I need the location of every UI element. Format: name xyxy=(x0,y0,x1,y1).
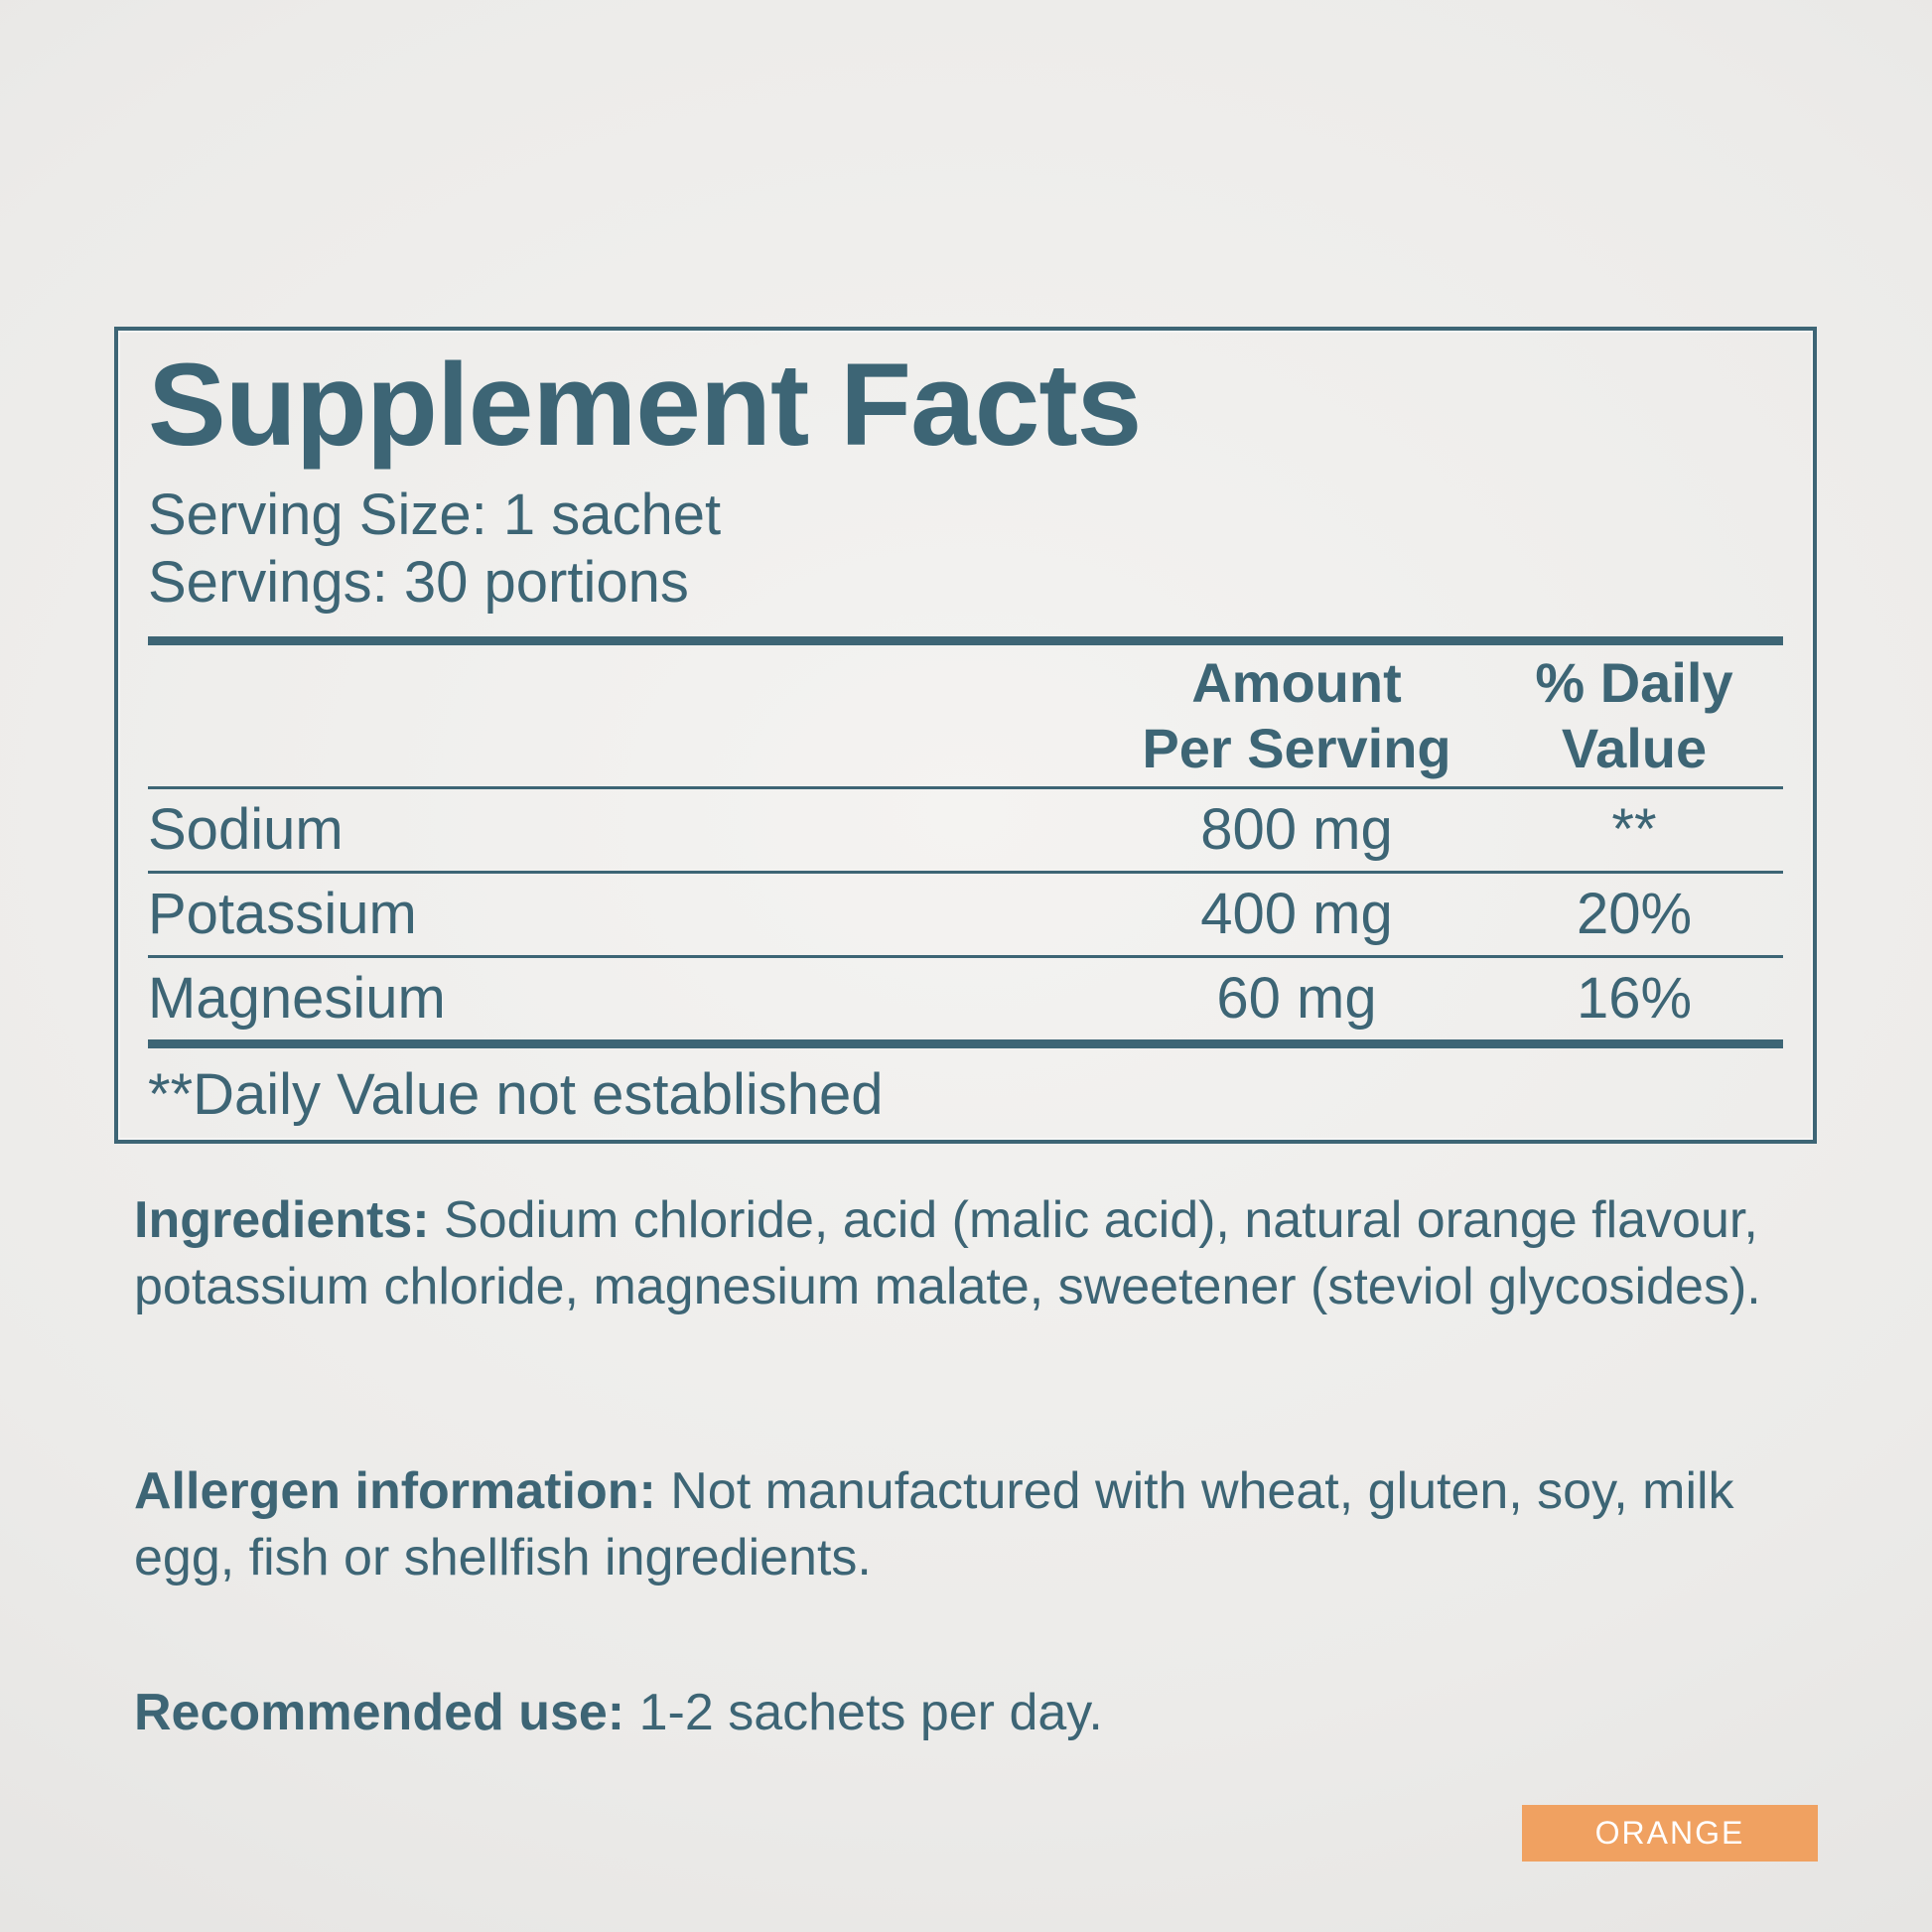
daily-value-footnote: **Daily Value not established xyxy=(148,1061,884,1127)
nutrient-name: Sodium xyxy=(148,797,344,863)
servings-line: Servings: 30 portions xyxy=(148,549,689,615)
ingredients-label: Ingredients: xyxy=(134,1191,430,1249)
ingredients-paragraph: Ingredients: Sodium chloride, acid (mali… xyxy=(134,1187,1762,1320)
divider-thin xyxy=(148,870,1783,874)
panel-title: Supplement Facts xyxy=(148,340,1142,471)
header-amount-line1: Amount xyxy=(1191,650,1402,714)
header-amount-line2: Per Serving xyxy=(1142,716,1451,779)
nutrient-name: Magnesium xyxy=(148,966,446,1032)
allergen-paragraph: Allergen information: Not manufactured w… xyxy=(134,1458,1762,1591)
recommended-use-label: Recommended use: xyxy=(134,1684,625,1741)
nutrient-amount: 800 mg xyxy=(1200,797,1393,863)
recommended-use-paragraph: Recommended use: 1-2 sachets per day. xyxy=(134,1680,1762,1746)
serving-size-line: Serving Size: 1 sachet xyxy=(148,482,722,547)
serving-info: Serving Size: 1 sachet Servings: 30 port… xyxy=(148,482,1783,617)
divider-thick-bottom xyxy=(148,1038,1783,1048)
table-row-potassium: Potassium 400 mg 20% xyxy=(148,874,1783,955)
supplement-facts-panel: Supplement Facts Serving Size: 1 sachet … xyxy=(114,327,1817,1144)
header-daily-value: % Daily Value xyxy=(1485,650,1783,781)
header-dv-line1: % Daily xyxy=(1535,650,1733,714)
flavor-badge: ORANGE xyxy=(1522,1805,1818,1862)
nutrient-daily-value: 16% xyxy=(1576,966,1693,1032)
divider-thin xyxy=(148,785,1783,789)
header-dv-line2: Value xyxy=(1561,716,1708,779)
recommended-use-text: 1-2 sachets per day. xyxy=(624,1684,1103,1741)
allergen-text: Not manufactured with wheat, gluten, soy… xyxy=(134,1462,1734,1587)
nutrient-name: Potassium xyxy=(148,882,417,947)
table-row-sodium: Sodium 800 mg ** xyxy=(148,789,1783,871)
flavor-badge-label: ORANGE xyxy=(1594,1815,1745,1851)
header-amount-per-serving: Amount Per Serving xyxy=(1108,650,1485,781)
nutrient-daily-value: 20% xyxy=(1576,882,1693,947)
divider-thick-top xyxy=(148,635,1783,645)
allergen-label: Allergen information: xyxy=(134,1462,656,1520)
divider-thin xyxy=(148,954,1783,958)
nutrient-amount: 400 mg xyxy=(1200,882,1393,947)
table-row-magnesium: Magnesium 60 mg 16% xyxy=(148,958,1783,1039)
table-header-row: Amount Per Serving % Daily Value xyxy=(148,645,1783,786)
nutrient-amount: 60 mg xyxy=(1216,966,1377,1032)
ingredients-text: Sodium chloride, acid (malic acid), natu… xyxy=(134,1191,1761,1315)
nutrient-daily-value: ** xyxy=(1611,797,1657,863)
